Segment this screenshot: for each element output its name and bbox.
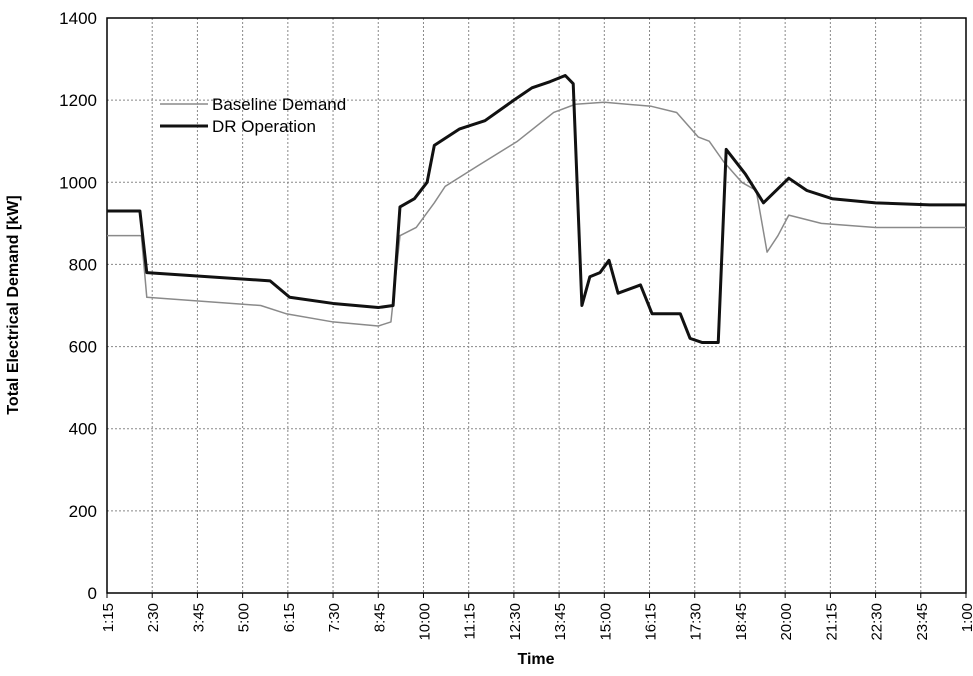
x-tick-label: 22:30 <box>869 603 886 641</box>
x-tick-label: 11:15 <box>462 603 479 639</box>
x-tick-label: 10:00 <box>416 603 433 641</box>
x-tick-label: 20:00 <box>778 603 795 641</box>
y-tick-label: 0 <box>88 584 97 603</box>
series-line <box>107 101 966 327</box>
series-line <box>107 74 966 344</box>
y-tick-label: 800 <box>69 255 97 274</box>
x-tick-label: 13:45 <box>552 603 569 641</box>
plot-frame <box>106 17 967 594</box>
legend: Baseline Demand DR Operation <box>160 95 346 136</box>
legend-label: Baseline Demand <box>212 95 346 114</box>
x-tick-label: 1:15 <box>100 603 117 632</box>
x-tick-label: 8:45 <box>371 603 388 632</box>
x-tick-label: 5:00 <box>236 603 253 632</box>
x-tick-label: 6:15 <box>281 603 298 632</box>
y-tick-label: 1400 <box>59 9 97 28</box>
y-tick-label: 400 <box>69 420 97 439</box>
y-tick-label: 1000 <box>59 173 97 192</box>
legend-label: DR Operation <box>212 117 316 136</box>
x-tick-label: 16:15 <box>643 603 660 641</box>
x-tick-label: 7:30 <box>326 603 343 632</box>
y-axis-label: Total Electrical Demand [kW] <box>5 195 22 414</box>
y-tick-label: 200 <box>69 502 97 521</box>
y-tick-label: 600 <box>69 338 97 357</box>
x-tick-label: 3:45 <box>190 603 207 632</box>
x-tick-label: 12:30 <box>507 603 524 641</box>
y-tick-label: 1200 <box>59 91 97 110</box>
x-axis-label: Time <box>517 651 554 668</box>
x-tick-label: 2:30 <box>145 603 162 632</box>
x-tick-label: 18:45 <box>733 603 750 641</box>
x-tick-label: 1:00 <box>959 603 973 632</box>
x-tick-label: 21:15 <box>823 603 840 641</box>
x-tick-label: 15:00 <box>597 603 614 641</box>
x-tick-label: 23:45 <box>914 603 931 641</box>
x-tick-label: 17:30 <box>688 603 705 641</box>
